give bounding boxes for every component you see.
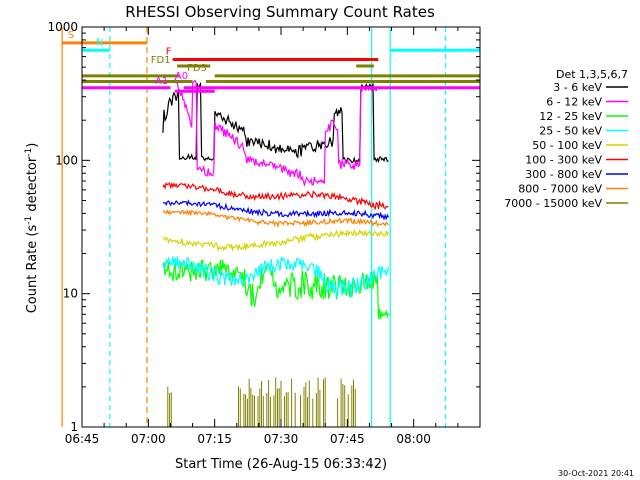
series-7000-15000-kev: [167, 377, 356, 427]
flag-label-fd1: FD1: [151, 55, 171, 66]
axes: 1 10 100 1000 06:45 07:00 07:15 07:30 07:45 08:00: [47, 20, 481, 446]
legend-title: Det 1,3,5,6,7: [556, 68, 628, 81]
legend-label: 12 - 25 keV: [539, 110, 602, 123]
x-tick-label: 07:45: [330, 432, 365, 446]
x-tick-label: 07:30: [264, 432, 299, 446]
legend-label: 25 - 50 keV: [539, 125, 602, 138]
legend-label: 300 - 800 keV: [525, 168, 602, 181]
y-axis-label-part2: detector: [25, 156, 40, 216]
y-axis-label-sup2: -1: [24, 148, 34, 157]
x-tick-label: 07:00: [131, 432, 166, 446]
x-axis-label: Start Time (26-Aug-15 06:33:42): [175, 457, 387, 472]
y-axis-label: Count Rate (s-1 detector-1): [24, 143, 40, 314]
series-50-100-kev: [162, 228, 390, 252]
flag-label-a0: A0: [175, 71, 188, 82]
y-tick-label: 100: [55, 153, 78, 167]
plot-area: [61, 27, 447, 427]
x-tick-label: 06:45: [65, 432, 100, 446]
legend-label: 3 - 6 keV: [553, 81, 602, 94]
y-tick-label: 1000: [47, 20, 78, 34]
legend-label: 50 - 100 keV: [532, 139, 602, 152]
series-6-12-kev: [174, 78, 378, 188]
series-layer: [162, 78, 390, 427]
flag-label-a1: A1: [155, 76, 168, 87]
legend-label: 800 - 7000 keV: [518, 183, 602, 196]
series-300-800-kev: [162, 199, 390, 221]
y-tick-label: 1: [70, 420, 78, 434]
series-25-50-kev: [162, 256, 390, 298]
flag-label-s: S: [68, 30, 74, 41]
x-tick-label: 07:15: [197, 432, 232, 446]
flag-label-fd3: FD3: [187, 63, 207, 74]
flag-label-n: N: [96, 38, 103, 49]
legend-label: 6 - 12 keV: [546, 96, 602, 109]
y-tick-label: 10: [63, 287, 78, 301]
series-12-25-kev: [162, 259, 390, 320]
footer-timestamp: 30-Oct-2021 20:41: [558, 469, 634, 478]
y-axis-label-part1: Count Rate (s: [25, 225, 40, 314]
series-100-300-kev: [162, 181, 389, 210]
chart-title: RHESSI Observing Summary Count Rates: [125, 3, 435, 21]
series-800-7000-kev: [162, 208, 390, 229]
y-axis-label-part3: ): [25, 143, 40, 148]
y-axis-label-sup1: -1: [24, 216, 34, 225]
flag-label-f: F: [166, 47, 172, 58]
x-tick-label: 08:00: [396, 432, 431, 446]
legend-label: 100 - 300 keV: [525, 154, 602, 167]
series-3-6-kev: [162, 81, 389, 166]
legend-label: 7000 - 15000 keV: [504, 197, 602, 210]
